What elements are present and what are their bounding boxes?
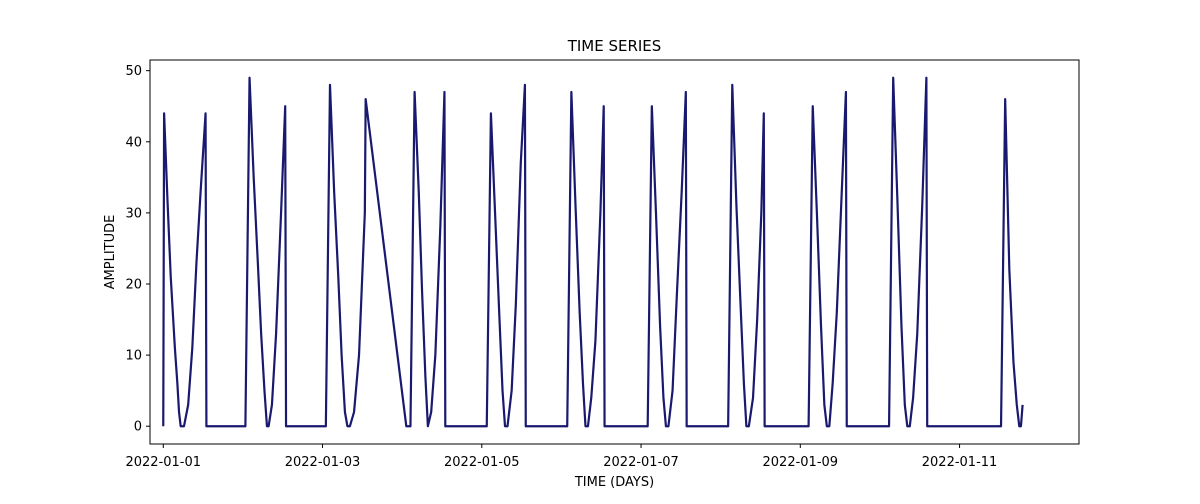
y-tick-label: 20: [125, 278, 142, 293]
y-tick-label: 10: [125, 349, 142, 364]
plot-frame: [149, 59, 1080, 445]
series-line-0: [162, 76, 1024, 428]
x-tick-label: 2022-01-01: [125, 455, 201, 470]
x-tick-label: 2022-01-09: [763, 455, 839, 470]
y-axis-ticks: 0 10 20 30 40 50: [125, 64, 150, 435]
y-tick-label: 30: [125, 206, 142, 221]
y-tick-label: 0: [134, 420, 142, 435]
x-axis-label: TIME (DAYS): [574, 475, 654, 490]
x-tick-label: 2022-01-11: [922, 455, 998, 470]
y-tick-label: 50: [125, 64, 142, 79]
x-tick-label: 2022-01-03: [285, 455, 361, 470]
y-axis-label: AMPLITUDE: [103, 215, 118, 290]
y-tick-label: 40: [125, 135, 142, 150]
x-tick-label: 2022-01-05: [444, 455, 520, 470]
x-tick-label: 2022-01-07: [603, 455, 679, 470]
chart-title: TIME SERIES: [567, 37, 662, 55]
x-axis-ticks: 2022-01-01 2022-01-03 2022-01-05 2022-01-07…: [125, 444, 997, 470]
